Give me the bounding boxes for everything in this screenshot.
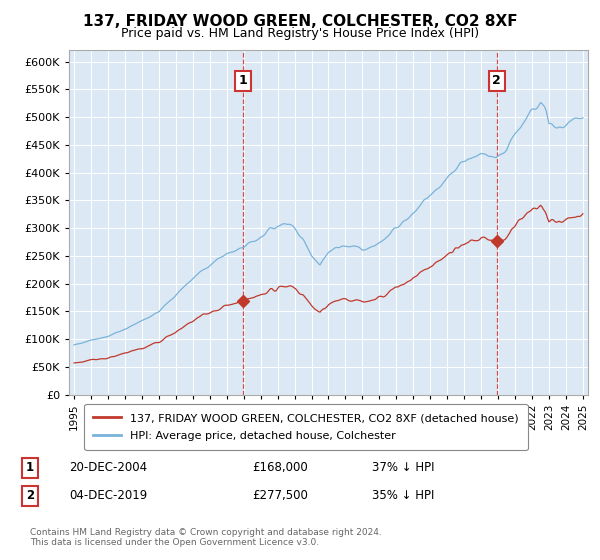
Text: 37% ↓ HPI: 37% ↓ HPI — [372, 461, 434, 474]
Text: 04-DEC-2019: 04-DEC-2019 — [69, 489, 147, 502]
Text: 137, FRIDAY WOOD GREEN, COLCHESTER, CO2 8XF: 137, FRIDAY WOOD GREEN, COLCHESTER, CO2 … — [83, 14, 517, 29]
Text: £277,500: £277,500 — [252, 489, 308, 502]
Legend: 137, FRIDAY WOOD GREEN, COLCHESTER, CO2 8XF (detached house), HPI: Average price: 137, FRIDAY WOOD GREEN, COLCHESTER, CO2 … — [85, 404, 527, 450]
Text: 35% ↓ HPI: 35% ↓ HPI — [372, 489, 434, 502]
Text: £168,000: £168,000 — [252, 461, 308, 474]
Text: 20-DEC-2004: 20-DEC-2004 — [69, 461, 147, 474]
Text: 1: 1 — [26, 461, 34, 474]
Text: 2: 2 — [493, 74, 501, 87]
Text: Contains HM Land Registry data © Crown copyright and database right 2024.
This d: Contains HM Land Registry data © Crown c… — [30, 528, 382, 547]
Text: 1: 1 — [239, 74, 248, 87]
Text: Price paid vs. HM Land Registry's House Price Index (HPI): Price paid vs. HM Land Registry's House … — [121, 27, 479, 40]
Text: 2: 2 — [26, 489, 34, 502]
